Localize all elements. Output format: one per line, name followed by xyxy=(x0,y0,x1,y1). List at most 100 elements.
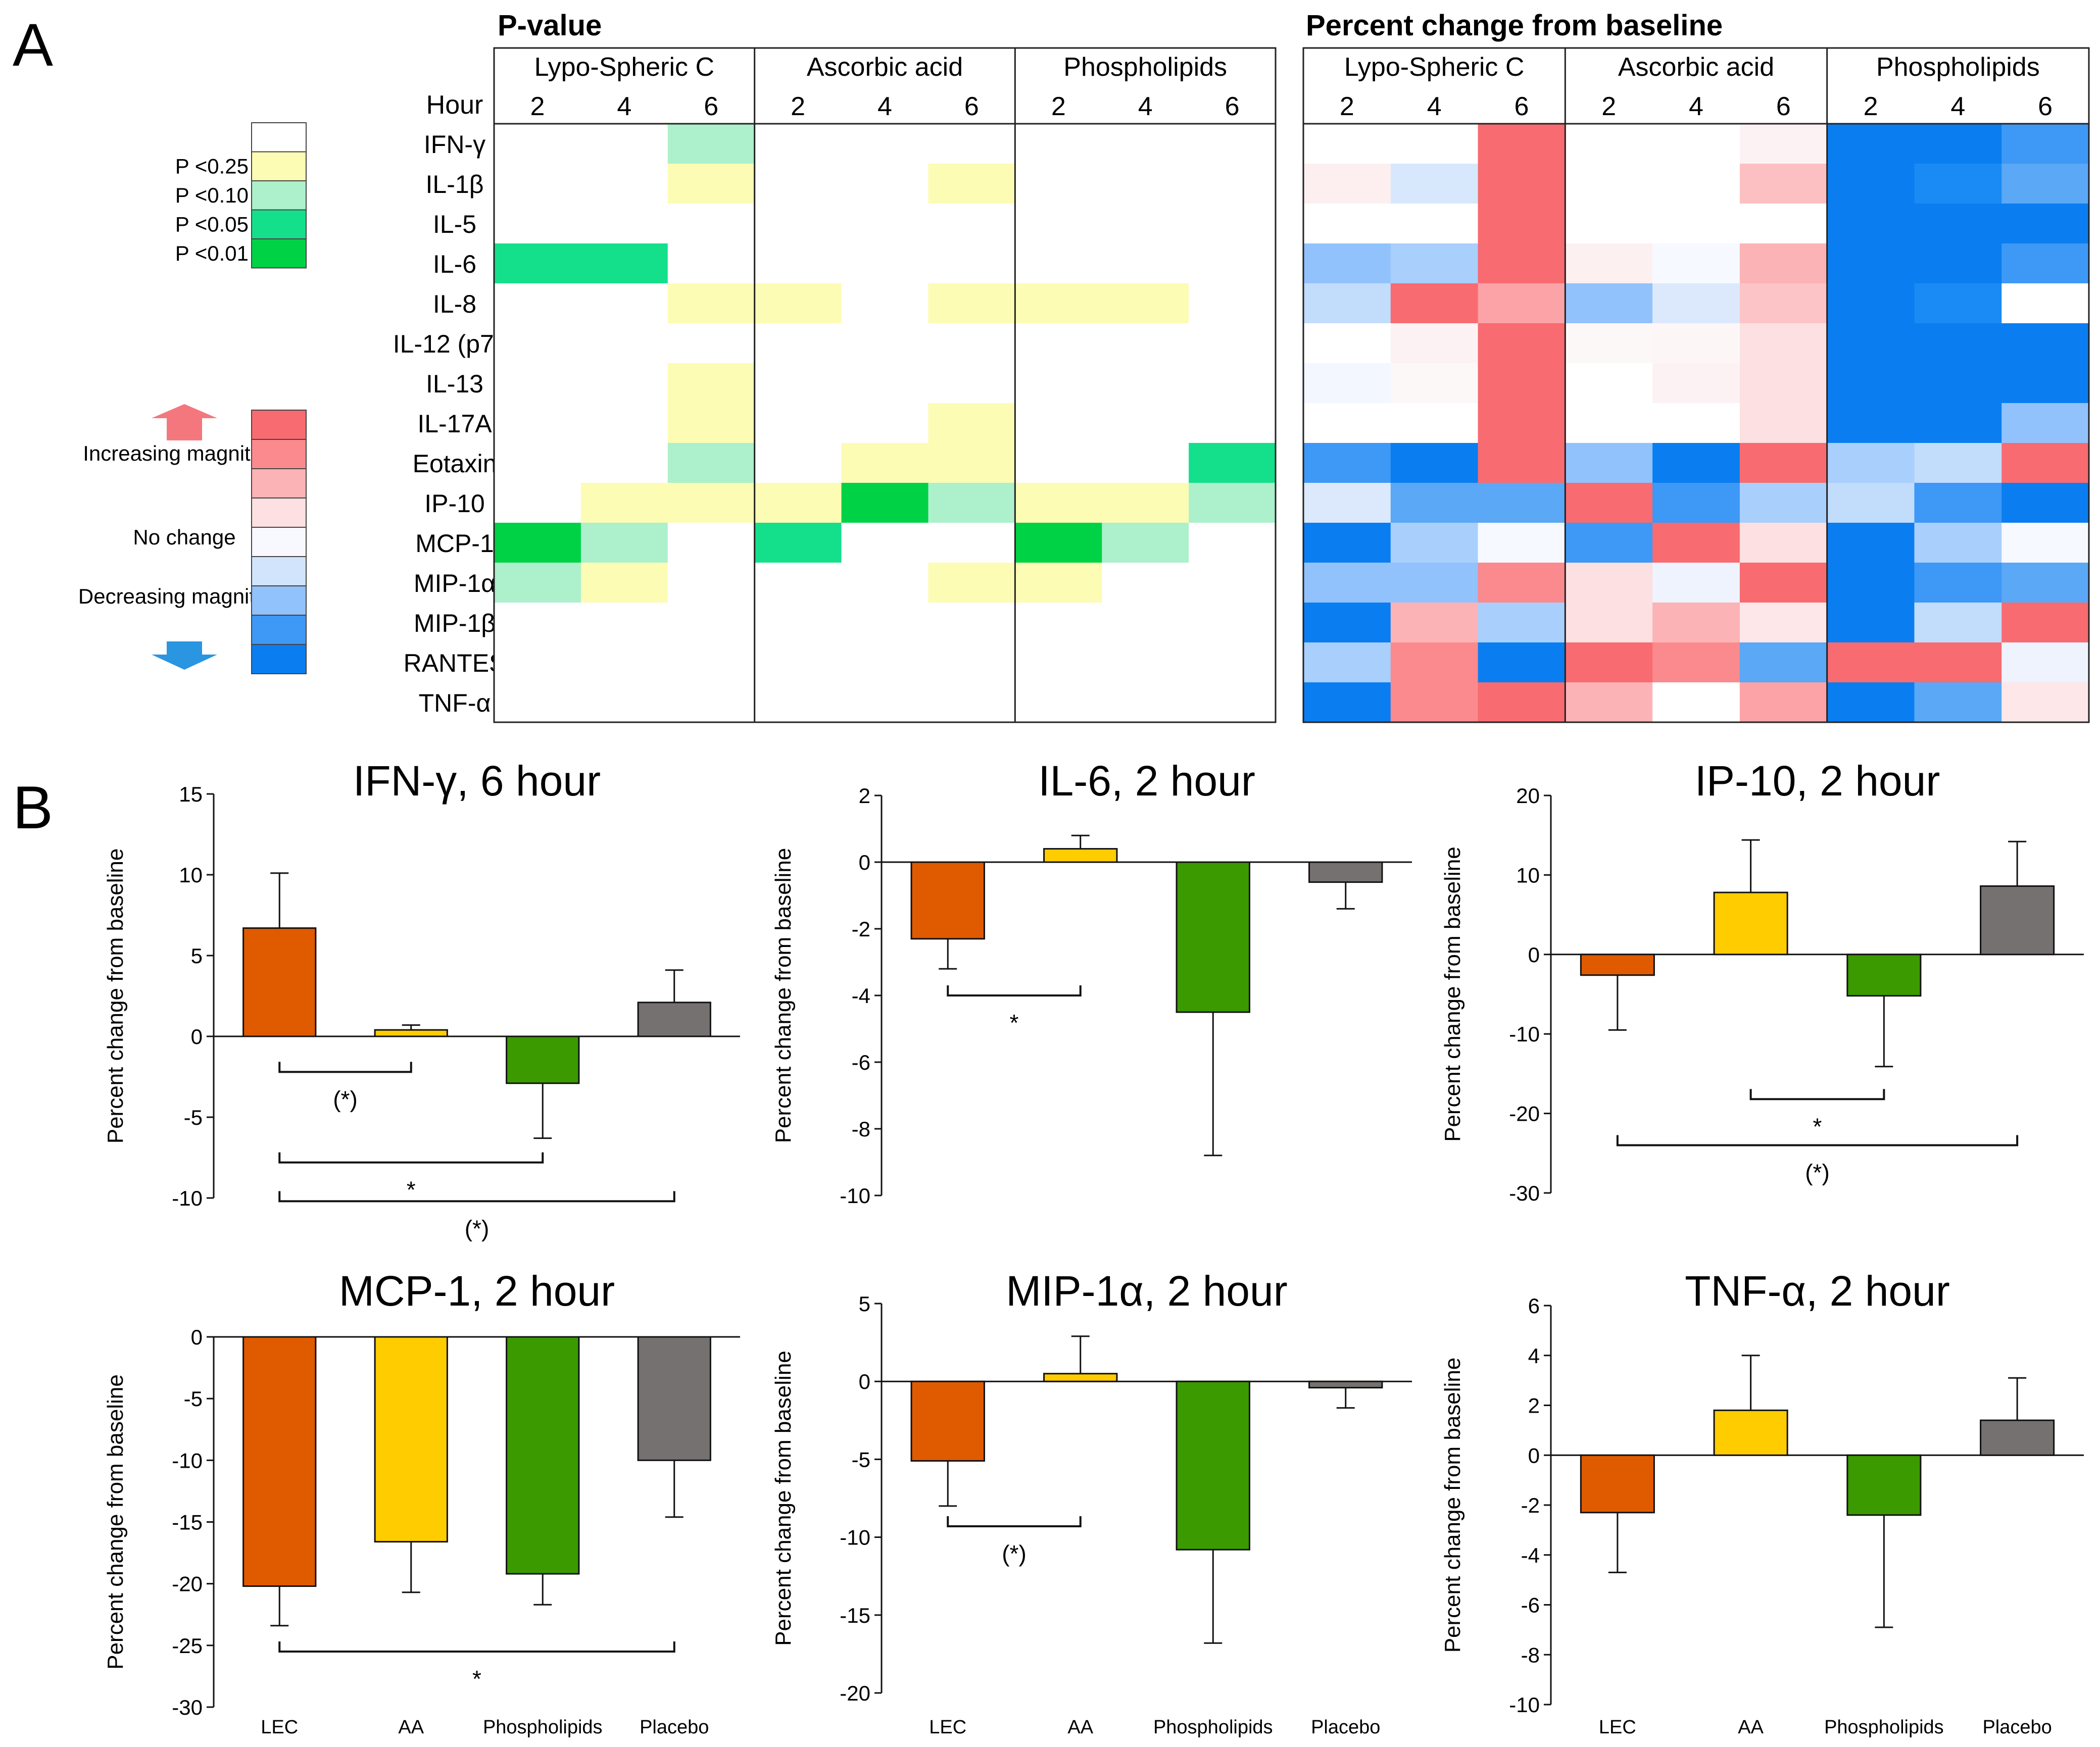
pct-cell xyxy=(2001,682,2089,723)
bar-lec xyxy=(910,861,985,940)
pct-cell xyxy=(1739,523,1828,563)
significance-bracket xyxy=(1616,1135,2019,1146)
category-label: LEC xyxy=(929,1717,966,1738)
y-axis-label: Percent change from baseline xyxy=(103,848,128,1144)
pct-change-title: Percent change from baseline xyxy=(1306,9,1723,42)
hour-label: Hour xyxy=(426,90,483,120)
pvalue-cell xyxy=(1102,642,1189,683)
pvalue-cell xyxy=(841,204,929,244)
pvalue-cell xyxy=(754,124,842,164)
significance-bracket xyxy=(1749,1089,1885,1101)
cytokine-label: MCP-1 xyxy=(415,529,494,558)
pct-cell xyxy=(1390,363,1479,404)
pvalue-hour-label: 2 xyxy=(791,92,805,121)
pvalue-cell xyxy=(580,403,668,443)
pct-cell xyxy=(1303,403,1391,443)
pvalue-hour-label: 4 xyxy=(617,92,631,121)
pct-cell xyxy=(1565,523,1653,563)
pct-cell xyxy=(1914,443,2002,483)
pvalue-group-label: Ascorbic acid xyxy=(807,53,963,82)
pvalue-cell xyxy=(841,403,929,443)
cytokine-label: IL-13 xyxy=(426,370,483,398)
pct-cell xyxy=(1652,642,1740,683)
pvalue-cell xyxy=(580,682,668,723)
pvalue-cell xyxy=(494,523,581,563)
pct-cell xyxy=(1390,283,1479,324)
pvalue-cell xyxy=(580,523,668,563)
pct-cell xyxy=(1303,603,1391,643)
pct-group-label: Phospholipids xyxy=(1876,53,2040,82)
y-tick-label: 0 xyxy=(1528,1443,1540,1467)
pvalue-cell xyxy=(928,243,1015,284)
magnitude-legend-swatch xyxy=(251,497,307,528)
pct-cell xyxy=(1478,403,1566,443)
pvalue-cell xyxy=(667,403,755,443)
pct-hour-label: 6 xyxy=(1776,92,1791,121)
pct-cell xyxy=(1914,403,2002,443)
pct-cell xyxy=(1478,204,1566,244)
bar-placebo xyxy=(1308,861,1383,883)
pct-cell xyxy=(1390,204,1479,244)
pct-frame xyxy=(1302,47,2090,723)
bar-aa xyxy=(1713,1409,1788,1456)
pvalue-cell xyxy=(580,243,668,284)
pct-cell xyxy=(1303,483,1391,523)
magnitude-legend-swatch xyxy=(251,644,307,674)
pct-cell xyxy=(2001,483,2089,523)
pvalue-cell xyxy=(1015,682,1102,723)
pvalue-group-label: Lypo-Spheric C xyxy=(534,53,714,82)
bar-phospholipids xyxy=(1846,954,1922,997)
pct-cell xyxy=(1478,642,1566,683)
category-label: Phospholipids xyxy=(1153,1717,1273,1738)
pvalue-cell xyxy=(494,682,581,723)
pct-cell xyxy=(2001,403,2089,443)
pvalue-cell xyxy=(580,483,668,523)
pct-cell xyxy=(1303,363,1391,404)
pct-cell xyxy=(2001,323,2089,364)
y-tick-label: 15 xyxy=(179,782,203,806)
pvalue-cell xyxy=(1189,204,1276,244)
pvalue-cell xyxy=(928,283,1015,324)
chart-title: MCP-1, 2 hour xyxy=(339,1267,615,1315)
significance-bracket xyxy=(278,1152,544,1164)
pct-cell xyxy=(1739,124,1828,164)
pvalue-cell xyxy=(667,124,755,164)
pvalue-cell xyxy=(1015,124,1102,164)
pct-cell xyxy=(1827,603,1915,643)
pvalue-cell xyxy=(494,642,581,683)
pct-cell xyxy=(1303,283,1391,324)
pvalue-cell xyxy=(1015,443,1102,483)
magnitude-legend-swatch xyxy=(251,439,307,469)
y-tick-label: -6 xyxy=(1521,1593,1540,1617)
pvalue-cell xyxy=(1189,323,1276,364)
pct-cell xyxy=(2001,363,2089,404)
y-tick-label: -30 xyxy=(1509,1181,1540,1205)
pvalue-cell xyxy=(928,603,1015,643)
pct-cell xyxy=(1565,483,1653,523)
y-tick-label: -10 xyxy=(840,1526,870,1550)
pvalue-cell xyxy=(1102,164,1189,204)
pct-cell xyxy=(1914,682,2002,723)
category-label: AA xyxy=(1738,1717,1764,1738)
y-tick-label: -20 xyxy=(1509,1102,1540,1126)
y-axis-label: Percent change from baseline xyxy=(771,1351,796,1646)
pct-cell xyxy=(1827,443,1915,483)
pct-cell xyxy=(1739,403,1828,443)
pvalue-cell xyxy=(1102,283,1189,324)
pvalue-cell xyxy=(841,563,929,603)
pvalue-hour-label: 4 xyxy=(877,92,892,121)
p-legend-label: P <0.01 xyxy=(175,241,249,265)
pvalue-cell xyxy=(928,563,1015,603)
pvalue-cell xyxy=(494,323,581,364)
pct-cell xyxy=(2001,164,2089,204)
y-tick-label: -10 xyxy=(1509,1693,1540,1717)
pct-cell xyxy=(2001,523,2089,563)
bar-phospholipids xyxy=(506,1035,580,1084)
bar-aa xyxy=(1043,1373,1118,1382)
pvalue-cell xyxy=(494,603,581,643)
pct-cell xyxy=(1914,283,2002,324)
p-legend-swatch xyxy=(251,151,307,181)
bar-placebo xyxy=(637,1336,711,1461)
pvalue-cell xyxy=(1189,403,1276,443)
pvalue-cell xyxy=(667,164,755,204)
